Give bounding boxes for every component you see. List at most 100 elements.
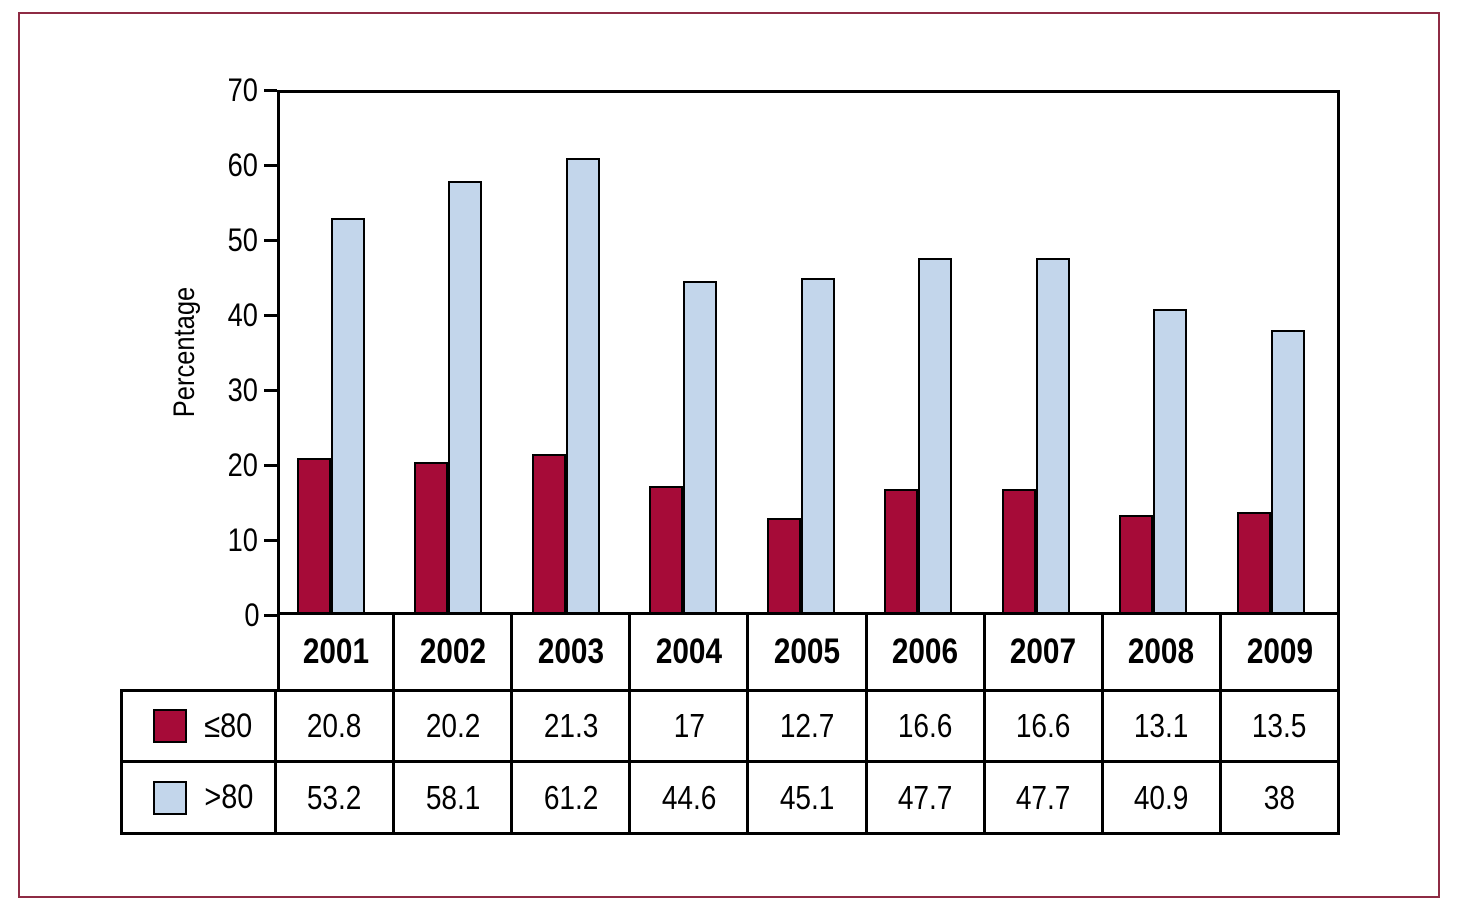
year-cell-2004-text: 2004 xyxy=(655,632,722,671)
value-cell-le80-2002-text: 20.2 xyxy=(425,707,480,744)
y-tick-label-20: 20 xyxy=(225,449,261,481)
bar-group-2005 xyxy=(750,93,867,612)
y-axis-title: Percentage xyxy=(168,286,201,418)
value-cell-le80-2008-text: 13.1 xyxy=(1134,707,1189,744)
bar-pair xyxy=(414,93,483,612)
year-cell-2002-text: 2002 xyxy=(419,632,486,671)
value-cell-le80-2001: 20.8 xyxy=(277,692,396,763)
year-cell-2003-text: 2003 xyxy=(537,632,604,671)
y-tick-text: 70 xyxy=(228,72,259,108)
y-tick-text: 0 xyxy=(244,597,260,633)
bar-group-2003 xyxy=(515,93,632,612)
y-tick-label-30: 30 xyxy=(225,374,261,406)
bar-gt80-2005 xyxy=(800,277,835,612)
year-cell-2007-text: 2007 xyxy=(1010,632,1077,671)
y-tick-mark xyxy=(264,538,277,542)
bar-pair xyxy=(531,93,600,612)
y-axis: 70 60 50 40 30 20 10 0 xyxy=(212,74,277,631)
value-cell-gt80-2009-text: 38 xyxy=(1263,778,1296,816)
year-cell-2009-text: 2009 xyxy=(1246,632,1313,671)
value-cell-le80-2003-text: 21.3 xyxy=(543,707,599,744)
year-cell-2008-text: 2008 xyxy=(1128,632,1195,671)
year-cell-2005-text: 2005 xyxy=(773,632,841,671)
y-tick-label-40: 40 xyxy=(225,299,261,331)
data-table: 2001 2002 2003 2004 2005 2006 2007 2008 2009 ≤80 2… xyxy=(120,615,1340,835)
y-tick-mark xyxy=(264,388,277,392)
bar-group-2009 xyxy=(1220,93,1337,612)
bar-group-2001 xyxy=(280,93,397,612)
bar-le80-2003 xyxy=(531,454,566,612)
figure-frame: Percentage 70 60 50 40 30 20 10 0 2001 2002 2003 2… xyxy=(18,12,1440,898)
y-tick-mark xyxy=(264,313,277,317)
value-cell-gt80-2005: 45.1 xyxy=(749,763,868,835)
value-cell-gt80-2004-text: 44.6 xyxy=(661,778,717,816)
value-cell-le80-2005: 12.7 xyxy=(749,692,868,763)
bar-pair xyxy=(1236,93,1305,612)
bar-pair xyxy=(884,93,953,612)
bar-gt80-2006 xyxy=(918,258,953,612)
bar-pair xyxy=(1001,93,1070,612)
bar-le80-2009 xyxy=(1236,511,1271,612)
value-cell-gt80-2006: 47.7 xyxy=(867,763,986,835)
bar-group-2007 xyxy=(985,93,1102,612)
year-cell-2008: 2008 xyxy=(1103,615,1222,692)
y-tick-mark xyxy=(264,463,277,467)
bar-gt80-2008 xyxy=(1153,308,1188,612)
value-cell-le80-2008: 13.1 xyxy=(1103,692,1222,763)
year-cell-2001-text: 2001 xyxy=(302,632,370,671)
year-cell-2006-text: 2006 xyxy=(891,632,959,671)
bar-pair xyxy=(297,93,365,612)
bar-gt80-2004 xyxy=(683,281,718,612)
value-cell-le80-2009: 13.5 xyxy=(1221,692,1340,763)
value-cell-le80-2002: 20.2 xyxy=(395,692,514,763)
legend-cell-le80: ≤80 xyxy=(120,692,277,763)
y-tick-label-10: 10 xyxy=(225,524,261,556)
year-cell-2001: 2001 xyxy=(277,615,396,692)
bar-gt80-2003 xyxy=(565,158,600,612)
value-cell-gt80-2009: 38 xyxy=(1221,763,1340,835)
bar-pair xyxy=(1119,93,1188,612)
bar-le80-2004 xyxy=(649,485,684,612)
year-cell-2002: 2002 xyxy=(395,615,514,692)
bar-le80-2008 xyxy=(1119,514,1154,612)
value-cell-gt80-2002-text: 58.1 xyxy=(425,778,480,816)
y-tick-mark xyxy=(264,238,277,242)
value-cell-gt80-2003: 61.2 xyxy=(513,763,632,835)
value-cell-gt80-2008: 40.9 xyxy=(1103,763,1222,835)
value-cell-le80-2003: 21.3 xyxy=(513,692,632,763)
year-cell-2005: 2005 xyxy=(749,615,868,692)
y-tick-text: 10 xyxy=(228,522,259,558)
bar-group-2008 xyxy=(1102,93,1219,612)
value-cell-gt80-2006-text: 47.7 xyxy=(897,778,953,816)
bar-le80-2005 xyxy=(766,517,801,612)
value-cell-gt80-2007-text: 47.7 xyxy=(1015,778,1071,816)
value-cell-le80-2004: 17 xyxy=(631,692,750,763)
legend-cell-gt80: >80 xyxy=(120,763,277,835)
value-cell-gt80-2003-text: 61.2 xyxy=(543,778,599,816)
value-cell-gt80-2005-text: 45.1 xyxy=(779,778,835,816)
table-corner-spacer xyxy=(120,615,277,692)
year-cell-2004: 2004 xyxy=(631,615,750,692)
y-tick-text: 20 xyxy=(228,447,259,483)
value-cell-le80-2005-text: 12.7 xyxy=(779,707,835,744)
bar-gt80-2002 xyxy=(448,181,483,612)
y-tick-label-60: 60 xyxy=(225,149,261,181)
bar-group-2004 xyxy=(632,93,749,612)
value-cell-gt80-2001-text: 53.2 xyxy=(307,778,362,816)
value-cell-gt80-2004: 44.6 xyxy=(631,763,750,835)
value-cell-le80-2006: 16.6 xyxy=(867,692,986,763)
year-cell-2009: 2009 xyxy=(1221,615,1340,692)
legend-label-gt80: >80 xyxy=(204,778,254,816)
value-cell-gt80-2008-text: 40.9 xyxy=(1134,778,1189,816)
legend-swatch-gt80 xyxy=(153,780,187,815)
value-cell-gt80-2007: 47.7 xyxy=(985,763,1104,835)
year-cell-2006: 2006 xyxy=(867,615,986,692)
legend-swatch-le80 xyxy=(153,709,187,743)
value-cell-gt80-2001: 53.2 xyxy=(277,763,396,835)
year-cell-2007: 2007 xyxy=(985,615,1104,692)
bar-pair xyxy=(766,93,835,612)
value-cell-gt80-2002: 58.1 xyxy=(395,763,514,835)
plot-area xyxy=(277,90,1340,615)
bar-group-2006 xyxy=(867,93,984,612)
y-tick-label-0: 0 xyxy=(243,599,261,631)
